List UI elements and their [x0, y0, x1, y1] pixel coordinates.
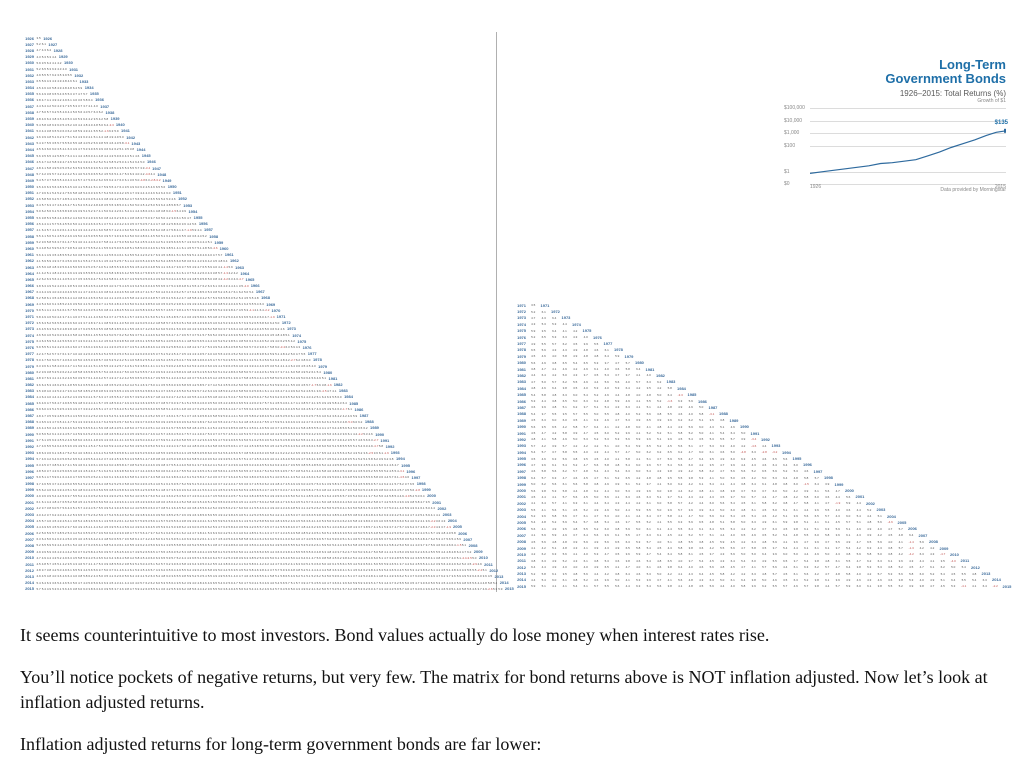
inset-plot-area: $100,000$10,000$1,000$100$1$019262015$13… — [784, 108, 1006, 184]
returns-figure: 19263.5192619275.26.1192719284.74.36.419… — [0, 0, 1024, 605]
paragraph-3: Inflation adjusted returns for long-term… — [20, 732, 1004, 756]
inset-title-line2: Government Bonds — [784, 72, 1006, 86]
returns-triangle-right: 19713.5197119725.26.1197219734.74.36.419… — [512, 302, 1015, 590]
paragraph-2: You’ll notice pockets of negative return… — [20, 665, 1004, 714]
inset-title-line1: Long-Term — [784, 58, 1006, 72]
inset-subtitle: 1926–2015: Total Returns (%) — [784, 89, 1006, 98]
body-copy: It seems counterintuitive to most invest… — [0, 605, 1024, 756]
growth-of-dollar-inset: Long-Term Government Bonds 1926–2015: To… — [784, 58, 1006, 186]
paragraph-1: It seems counterintuitive to most invest… — [20, 623, 1004, 647]
returns-triangle-left: 19263.5192619275.26.1192719284.74.36.419… — [20, 35, 517, 592]
inset-legend: Growth of $1 — [784, 98, 1006, 104]
